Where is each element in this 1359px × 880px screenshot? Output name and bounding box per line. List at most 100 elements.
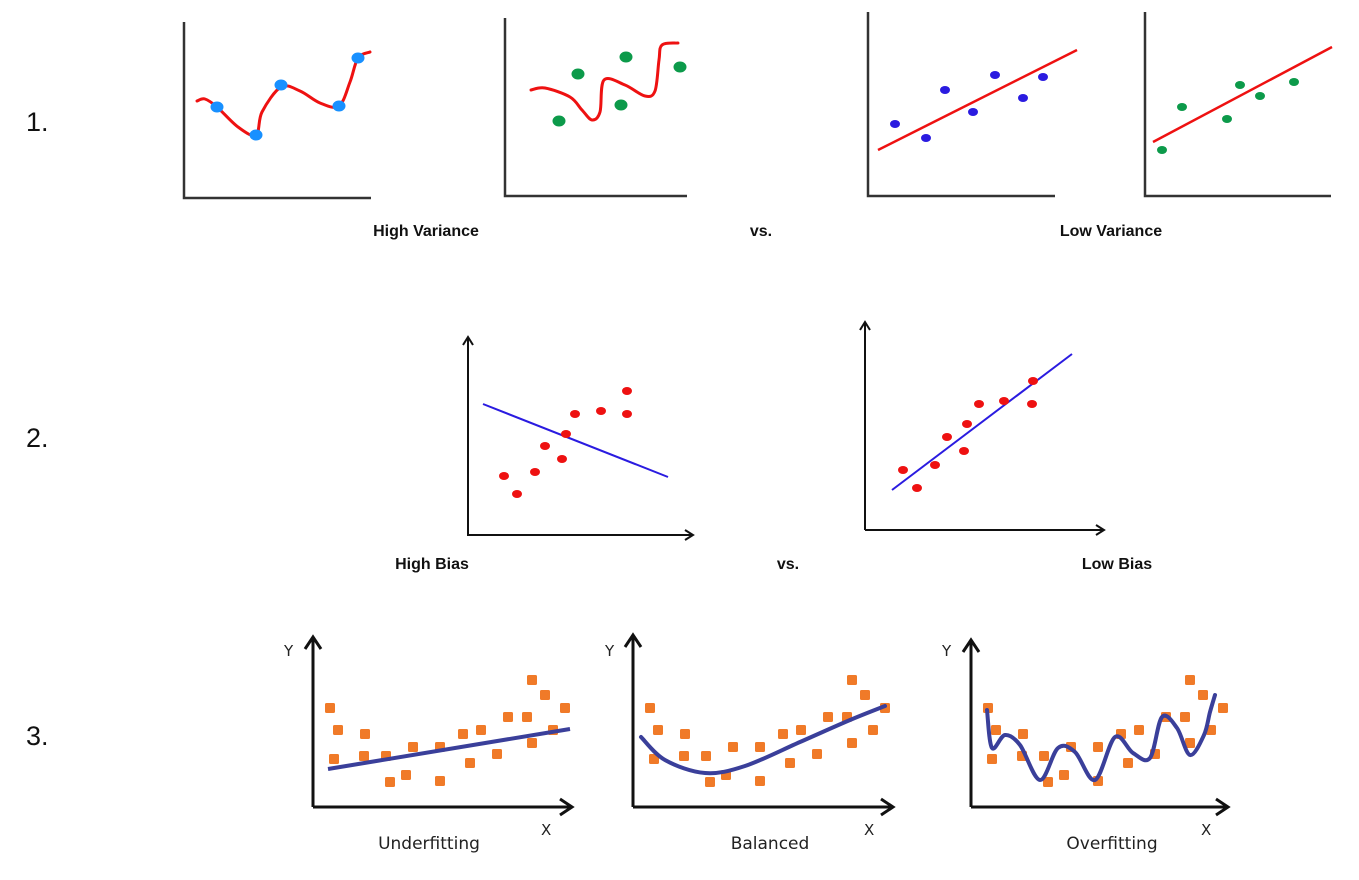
data-point xyxy=(974,400,984,408)
data-point xyxy=(527,738,537,748)
data-point xyxy=(898,466,908,474)
low-variance-chart-1 xyxy=(866,12,1078,198)
high-variance-chart-1 xyxy=(182,22,372,200)
data-point xyxy=(619,51,633,63)
underfitting-x-label: X xyxy=(541,821,551,839)
fit-curve xyxy=(639,704,887,776)
vs-label-1: vs. xyxy=(750,223,772,240)
data-point xyxy=(622,410,632,418)
overfitting-x-label: X xyxy=(1201,821,1211,839)
data-point xyxy=(385,777,395,787)
overfitting-caption: Overfitting xyxy=(1066,834,1157,854)
data-point xyxy=(796,725,806,735)
data-point xyxy=(1255,92,1265,100)
data-point xyxy=(868,725,878,735)
data-point xyxy=(329,754,339,764)
data-point xyxy=(673,61,687,73)
data-point xyxy=(1218,703,1228,713)
data-point xyxy=(823,712,833,722)
data-point xyxy=(435,776,445,786)
data-point xyxy=(557,455,567,463)
data-point xyxy=(1018,729,1028,739)
balanced-chart xyxy=(623,632,896,817)
data-point xyxy=(570,410,580,418)
data-point xyxy=(1157,146,1167,154)
data-point xyxy=(778,729,788,739)
data-point xyxy=(962,420,972,428)
data-point xyxy=(210,101,224,113)
data-point xyxy=(512,490,522,498)
low-bias-chart xyxy=(859,320,1106,536)
data-point xyxy=(701,751,711,761)
data-point xyxy=(492,749,502,759)
data-point xyxy=(1134,725,1144,735)
data-point xyxy=(333,725,343,735)
data-point xyxy=(1177,103,1187,111)
data-point xyxy=(968,108,978,116)
data-point xyxy=(1093,742,1103,752)
data-point xyxy=(476,725,486,735)
data-point xyxy=(1018,94,1028,102)
row-number-1: 1. xyxy=(26,107,49,137)
data-point xyxy=(325,703,335,713)
data-point xyxy=(959,447,969,455)
data-point xyxy=(860,690,870,700)
data-point xyxy=(755,742,765,752)
underfitting-chart xyxy=(303,634,575,817)
balanced-caption: Balanced xyxy=(731,834,810,854)
data-point xyxy=(360,729,370,739)
data-point xyxy=(540,690,550,700)
data-point xyxy=(991,725,1001,735)
high-variance-label: High Variance xyxy=(373,223,479,240)
data-point xyxy=(1185,738,1195,748)
data-point xyxy=(1039,751,1049,761)
data-point xyxy=(1038,73,1048,81)
data-point xyxy=(680,729,690,739)
data-point xyxy=(940,86,950,94)
data-point xyxy=(503,712,513,722)
data-point xyxy=(679,751,689,761)
data-point xyxy=(401,770,411,780)
data-point xyxy=(522,712,532,722)
data-point xyxy=(1180,712,1190,722)
fit-curve xyxy=(985,693,1217,782)
vs-label-2: vs. xyxy=(777,556,799,573)
row-number-2: 2. xyxy=(26,423,49,453)
data-point xyxy=(705,777,715,787)
data-point xyxy=(912,484,922,492)
data-point xyxy=(527,675,537,685)
data-point xyxy=(990,71,1000,79)
data-point xyxy=(458,729,468,739)
data-point xyxy=(921,134,931,142)
low-bias-label: Low Bias xyxy=(1082,556,1152,573)
data-point xyxy=(1289,78,1299,86)
data-point xyxy=(728,742,738,752)
data-point xyxy=(645,703,655,713)
data-point xyxy=(560,703,570,713)
data-point xyxy=(847,738,857,748)
data-point xyxy=(571,68,585,80)
data-point xyxy=(530,468,540,476)
data-point xyxy=(359,751,369,761)
data-point xyxy=(649,754,659,764)
fit-curve xyxy=(195,50,372,138)
data-point xyxy=(812,749,822,759)
data-point xyxy=(1198,690,1208,700)
data-point xyxy=(653,725,663,735)
data-point xyxy=(1059,770,1069,780)
data-point xyxy=(1043,777,1053,787)
data-point xyxy=(785,758,795,768)
high-bias-label: High Bias xyxy=(395,556,469,573)
data-point xyxy=(987,754,997,764)
data-point xyxy=(408,742,418,752)
data-point xyxy=(1027,400,1037,408)
data-point xyxy=(1235,81,1245,89)
low-variance-label: Low Variance xyxy=(1060,223,1162,240)
data-point xyxy=(351,52,365,64)
data-point xyxy=(614,99,628,111)
fit-curve xyxy=(529,41,680,122)
data-point xyxy=(847,675,857,685)
row-number-3: 3. xyxy=(26,721,49,751)
data-point xyxy=(755,776,765,786)
